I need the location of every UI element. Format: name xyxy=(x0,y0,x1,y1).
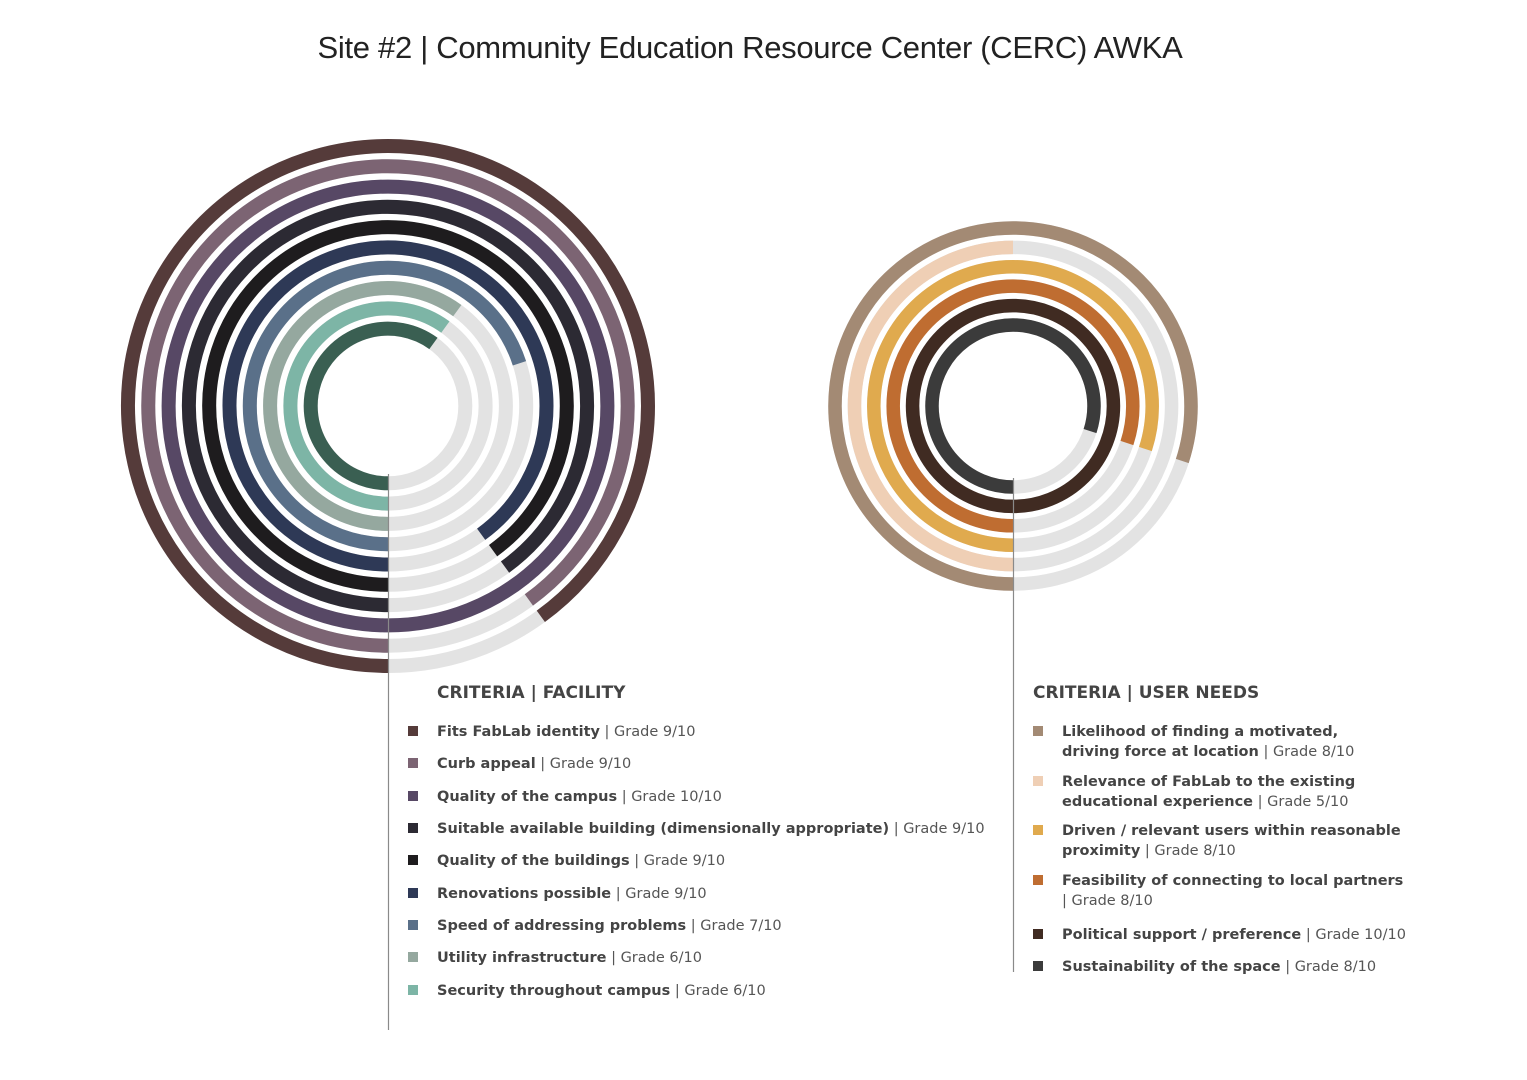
facility-ring-arc xyxy=(141,159,635,653)
criterion-name: Quality of the campus xyxy=(437,789,618,805)
facility-legend-swatch xyxy=(408,791,418,801)
criterion-grade: | Grade 5/10 xyxy=(1253,794,1349,810)
criterion-name: Driven / relevant users within reasonabl… xyxy=(1062,823,1401,839)
criterion-name-continued: educational experience xyxy=(1062,794,1254,810)
facility-legend-label: Quality of the campus | Grade 10/10 xyxy=(437,787,722,807)
user-needs-legend: CRITERIA | USER NEEDS Likelihood of find… xyxy=(1033,683,1406,975)
criterion-grade: | Grade 9/10 xyxy=(611,886,707,902)
criterion-grade: | Grade 7/10 xyxy=(686,918,782,934)
facility-legend-title: CRITERIA | FACILITY xyxy=(437,683,626,703)
user-needs-ring-arc xyxy=(905,298,1121,514)
facility-legend-label: Renovations possible | Grade 9/10 xyxy=(437,884,707,904)
criterion-grade: | Grade 10/10 xyxy=(617,789,722,805)
criterion-name-continued: proximity xyxy=(1062,843,1141,859)
criterion-grade: | Grade 9/10 xyxy=(535,756,632,772)
page-title: Site #2 | Community Education Resource C… xyxy=(317,30,1183,65)
facility-ring-arc xyxy=(202,220,574,592)
facility-ring-arc xyxy=(121,139,655,673)
user-needs-legend-swatch xyxy=(1033,726,1043,736)
criterion-name: Feasibility of connecting to local partn… xyxy=(1062,873,1404,889)
criterion-name: Fits FabLab identity xyxy=(437,724,600,740)
criterion-name: Curb appeal xyxy=(437,756,536,772)
user-needs-ring-arc xyxy=(925,318,1101,494)
user-needs-ring-arc xyxy=(847,240,1014,572)
criterion-grade: | Grade 8/10 xyxy=(1280,959,1377,975)
user-needs-legend-label: Sustainability of the space | Grade 8/10 xyxy=(1062,957,1376,977)
criterion-grade: | Grade 9/10 xyxy=(889,821,985,837)
facility-legend-swatch xyxy=(408,920,418,930)
facility-legend-label: Suitable available building (dimensional… xyxy=(437,819,985,839)
criterion-name: Renovations possible xyxy=(437,886,612,902)
facility-legend-label: Speed of addressing problems | Grade 7/1… xyxy=(437,916,782,936)
facility-legend-swatch xyxy=(408,726,418,736)
criterion-grade: | Grade 8/10 xyxy=(1062,893,1153,909)
criterion-name-continued: driving force at location xyxy=(1062,744,1259,760)
user-needs-legend-swatch xyxy=(1033,961,1043,971)
criterion-grade: | Grade 6/10 xyxy=(670,983,766,999)
facility-ring-arc xyxy=(161,179,615,633)
criterion-grade: | Grade 8/10 xyxy=(1140,843,1236,859)
facility-ring-arc xyxy=(222,240,554,572)
criterion-name: Quality of the buildings xyxy=(437,853,630,869)
user-needs-ring-arc xyxy=(828,221,1198,591)
criterion-name: Relevance of FabLab to the existing xyxy=(1062,774,1356,790)
facility-legend-swatch xyxy=(408,985,418,995)
criterion-name: Political support / preference xyxy=(1062,927,1302,943)
user-needs-legend-label: Driven / relevant users within reasonabl… xyxy=(1062,821,1401,861)
criterion-grade: | Grade 8/10 xyxy=(1258,744,1355,760)
user-needs-legend-label: Relevance of FabLab to the existing educa… xyxy=(1062,772,1355,812)
criterion-name: Likelihood of finding a motivated, xyxy=(1062,724,1339,740)
criterion-name: Sustainability of the space xyxy=(1062,959,1281,975)
facility-legend-label: Fits FabLab identity | Grade 9/10 xyxy=(437,722,695,742)
facility-ring-arc xyxy=(283,301,450,511)
facility-legend-swatch xyxy=(408,888,418,898)
facility-legend-label: Quality of the buildings | Grade 9/10 xyxy=(437,851,725,871)
user-needs-legend-label: Feasibility of connecting to local partn… xyxy=(1062,871,1403,911)
user-needs-legend-swatch xyxy=(1033,929,1043,939)
user-needs-ring-arc xyxy=(867,260,1159,552)
user-needs-legend-title: CRITERIA | USER NEEDS xyxy=(1033,683,1260,703)
user-needs-legend-swatch xyxy=(1033,825,1043,835)
user-needs-legend-swatch xyxy=(1033,875,1043,885)
user-needs-ring-arc xyxy=(886,279,1140,533)
criterion-grade: | Grade 6/10 xyxy=(606,950,702,966)
facility-legend-label: Security throughout campus | Grade 6/10 xyxy=(437,981,766,1001)
facility-ring-arc xyxy=(181,199,595,613)
facility-legend-label: Utility infrastructure | Grade 6/10 xyxy=(437,948,702,968)
facility-legend-swatch xyxy=(408,855,418,865)
facility-legend-swatch xyxy=(408,758,418,768)
criterion-name: Utility infrastructure xyxy=(437,950,607,966)
user-needs-radial-chart xyxy=(828,221,1198,591)
criterion-name: Suitable available building (dimensional… xyxy=(437,821,890,837)
facility-ring-arc xyxy=(263,281,462,531)
facility-legend: CRITERIA | FACILITY Fits FabLab identity… xyxy=(408,683,985,999)
user-needs-legend-label: Likelihood of finding a motivated, drivin… xyxy=(1062,722,1354,762)
criterion-grade: | Grade 9/10 xyxy=(629,853,726,869)
criterion-name: Speed of addressing problems xyxy=(437,918,687,934)
facility-legend-swatch xyxy=(408,823,418,833)
user-needs-legend-label: Political support / preference | Grade 1… xyxy=(1062,925,1406,945)
user-needs-legend-swatch xyxy=(1033,776,1043,786)
facility-legend-swatch xyxy=(408,952,418,962)
criterion-name: Security throughout campus xyxy=(437,983,671,999)
criterion-grade: | Grade 9/10 xyxy=(599,724,696,740)
facility-legend-label: Curb appeal | Grade 9/10 xyxy=(437,754,631,774)
facility-ring-arc xyxy=(242,260,527,552)
facility-ring-arc xyxy=(303,321,438,491)
criterion-grade: | Grade 10/10 xyxy=(1301,927,1406,943)
